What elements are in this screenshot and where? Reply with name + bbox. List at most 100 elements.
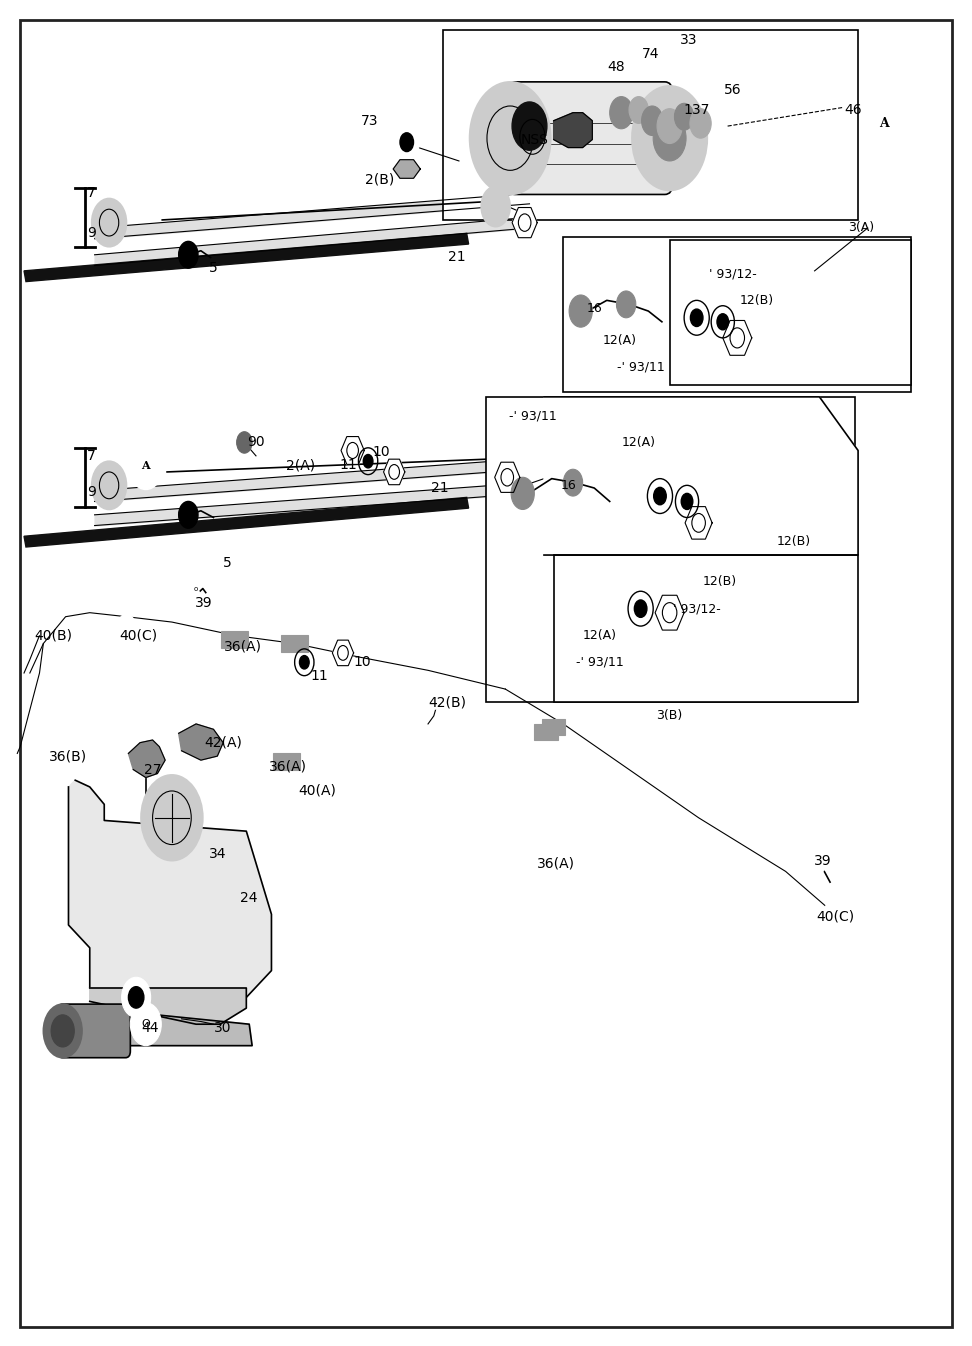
Text: 40(A): 40(A) — [298, 783, 335, 798]
Polygon shape — [332, 641, 354, 666]
Polygon shape — [89, 988, 246, 1024]
Text: 12(B): 12(B) — [777, 536, 811, 548]
Circle shape — [364, 455, 373, 468]
Text: 39: 39 — [814, 853, 831, 868]
Circle shape — [512, 102, 547, 151]
Text: -' 93/11: -' 93/11 — [508, 409, 556, 423]
Circle shape — [564, 470, 582, 497]
Circle shape — [481, 186, 510, 226]
Text: 3(A): 3(A) — [848, 222, 874, 234]
Text: 24: 24 — [240, 891, 258, 906]
Circle shape — [118, 614, 135, 638]
Text: 74: 74 — [642, 47, 659, 61]
Text: 36(A): 36(A) — [224, 639, 261, 653]
Text: 3(B): 3(B) — [656, 709, 682, 723]
Circle shape — [122, 977, 151, 1018]
Text: 9: 9 — [87, 226, 96, 241]
Polygon shape — [512, 207, 538, 238]
Text: 10: 10 — [354, 656, 371, 669]
Text: -' 93/11: -' 93/11 — [617, 361, 665, 374]
FancyBboxPatch shape — [507, 82, 673, 194]
Text: 34: 34 — [209, 847, 226, 861]
Circle shape — [654, 487, 666, 505]
Text: 36(A): 36(A) — [269, 760, 307, 774]
Circle shape — [863, 94, 906, 153]
Text: 44: 44 — [141, 1022, 158, 1035]
Polygon shape — [24, 498, 469, 546]
Circle shape — [130, 1003, 161, 1046]
Text: 2(A): 2(A) — [286, 458, 315, 472]
Text: 16: 16 — [560, 479, 576, 491]
Text: O: O — [142, 1019, 151, 1030]
Circle shape — [395, 125, 419, 160]
Bar — [535, 724, 558, 740]
Circle shape — [182, 586, 201, 612]
Circle shape — [236, 432, 252, 454]
Text: 21: 21 — [431, 481, 448, 495]
Polygon shape — [24, 233, 469, 281]
Text: NSS: NSS — [520, 132, 548, 147]
Text: -' 93/11: -' 93/11 — [576, 656, 624, 669]
Circle shape — [179, 241, 198, 268]
Circle shape — [469, 82, 551, 194]
Text: A: A — [142, 460, 150, 471]
Text: 30: 30 — [215, 1022, 232, 1035]
FancyBboxPatch shape — [58, 1004, 130, 1058]
Bar — [273, 754, 300, 770]
Circle shape — [91, 462, 126, 510]
Circle shape — [34, 608, 53, 635]
Circle shape — [570, 295, 592, 327]
Circle shape — [690, 310, 703, 327]
Bar — [542, 719, 566, 735]
Circle shape — [128, 987, 144, 1008]
Circle shape — [632, 86, 708, 190]
Circle shape — [657, 109, 682, 144]
Circle shape — [299, 656, 309, 669]
Polygon shape — [554, 113, 592, 148]
Text: 7: 7 — [87, 186, 96, 201]
Text: 2(B): 2(B) — [365, 172, 395, 187]
Polygon shape — [544, 397, 858, 555]
Circle shape — [635, 600, 647, 618]
Text: 48: 48 — [608, 61, 625, 74]
Circle shape — [805, 841, 828, 874]
Text: 12(B): 12(B) — [703, 575, 737, 588]
Circle shape — [400, 133, 413, 152]
Polygon shape — [723, 320, 751, 355]
Text: A: A — [880, 117, 889, 131]
Text: 40(C): 40(C) — [816, 910, 855, 923]
Polygon shape — [384, 459, 404, 485]
Bar — [442, 30, 858, 219]
Circle shape — [675, 104, 694, 131]
Text: 5: 5 — [223, 556, 231, 571]
Text: 12(A): 12(A) — [622, 436, 656, 450]
Bar — [222, 631, 248, 647]
Polygon shape — [68, 781, 271, 997]
Circle shape — [616, 291, 636, 318]
Polygon shape — [179, 724, 224, 760]
Text: 90: 90 — [247, 436, 264, 450]
Circle shape — [91, 198, 126, 246]
Text: 56: 56 — [723, 83, 742, 97]
Polygon shape — [495, 462, 520, 493]
Text: 12(B): 12(B) — [740, 293, 774, 307]
Circle shape — [642, 106, 663, 136]
Circle shape — [511, 478, 535, 510]
Text: 73: 73 — [362, 113, 379, 128]
Polygon shape — [341, 436, 364, 464]
Text: 42(A): 42(A) — [204, 736, 242, 750]
Bar — [670, 240, 911, 385]
Text: 36(A): 36(A) — [537, 856, 574, 871]
Polygon shape — [685, 506, 712, 540]
Polygon shape — [394, 160, 420, 178]
Circle shape — [425, 680, 446, 709]
Text: ' 93/12-: ' 93/12- — [673, 602, 720, 615]
Text: o: o — [194, 586, 198, 591]
Text: 11: 11 — [340, 458, 358, 472]
Circle shape — [52, 1015, 74, 1047]
Bar — [554, 555, 858, 703]
Text: 36(B): 36(B) — [50, 750, 87, 763]
Text: 9: 9 — [87, 485, 96, 499]
Circle shape — [179, 502, 198, 528]
Bar — [486, 397, 855, 703]
